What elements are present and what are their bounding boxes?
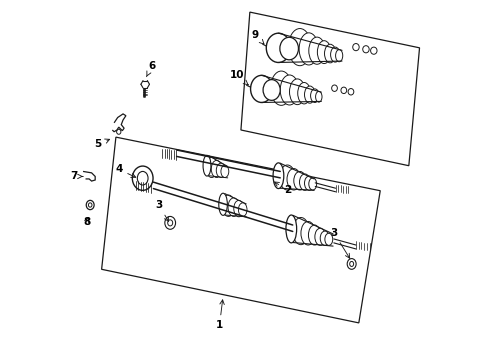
Ellipse shape	[315, 91, 322, 102]
Text: 3: 3	[155, 200, 168, 221]
Text: 3: 3	[329, 228, 349, 258]
Ellipse shape	[308, 37, 325, 64]
Text: 6: 6	[146, 62, 155, 77]
Ellipse shape	[238, 203, 246, 216]
Ellipse shape	[285, 215, 296, 243]
Ellipse shape	[218, 193, 227, 215]
Text: 2: 2	[274, 182, 290, 195]
Ellipse shape	[297, 82, 310, 104]
Ellipse shape	[293, 171, 305, 190]
Ellipse shape	[216, 163, 225, 177]
Ellipse shape	[137, 171, 148, 185]
Ellipse shape	[324, 233, 332, 246]
Ellipse shape	[310, 89, 319, 103]
Ellipse shape	[317, 41, 330, 64]
Ellipse shape	[324, 44, 335, 63]
Ellipse shape	[370, 47, 376, 54]
Ellipse shape	[314, 228, 325, 246]
Ellipse shape	[331, 85, 337, 91]
Ellipse shape	[289, 79, 305, 105]
Ellipse shape	[304, 86, 315, 103]
Ellipse shape	[86, 201, 94, 210]
Ellipse shape	[352, 44, 358, 51]
Ellipse shape	[270, 71, 291, 105]
Ellipse shape	[164, 216, 175, 229]
Ellipse shape	[233, 201, 244, 217]
Ellipse shape	[362, 46, 368, 53]
Ellipse shape	[308, 225, 320, 245]
Ellipse shape	[286, 168, 300, 190]
Ellipse shape	[300, 221, 315, 245]
Text: 8: 8	[83, 217, 90, 227]
Ellipse shape	[222, 195, 234, 216]
Ellipse shape	[280, 75, 298, 105]
Ellipse shape	[279, 165, 295, 190]
Ellipse shape	[308, 178, 316, 190]
Ellipse shape	[349, 261, 353, 266]
Ellipse shape	[304, 176, 313, 190]
Ellipse shape	[346, 258, 355, 269]
Ellipse shape	[221, 165, 228, 177]
Text: 7: 7	[70, 171, 83, 181]
Ellipse shape	[347, 89, 353, 95]
Ellipse shape	[132, 166, 153, 190]
Ellipse shape	[266, 33, 290, 63]
Ellipse shape	[272, 163, 283, 189]
Ellipse shape	[299, 33, 318, 65]
Text: 1: 1	[215, 300, 224, 330]
Ellipse shape	[292, 217, 308, 245]
Ellipse shape	[288, 28, 311, 66]
Ellipse shape	[320, 231, 329, 246]
Ellipse shape	[250, 75, 272, 103]
Text: 10: 10	[229, 70, 248, 85]
Ellipse shape	[330, 47, 339, 62]
Ellipse shape	[205, 157, 217, 177]
Ellipse shape	[227, 198, 239, 216]
Ellipse shape	[203, 156, 210, 176]
Text: 9: 9	[251, 30, 264, 44]
Ellipse shape	[211, 160, 222, 177]
Text: 4: 4	[115, 164, 135, 177]
Ellipse shape	[167, 220, 172, 226]
Ellipse shape	[299, 174, 309, 190]
Ellipse shape	[335, 50, 342, 62]
Text: 5: 5	[94, 139, 109, 149]
Ellipse shape	[279, 37, 298, 60]
Ellipse shape	[340, 87, 346, 94]
Ellipse shape	[263, 80, 280, 100]
